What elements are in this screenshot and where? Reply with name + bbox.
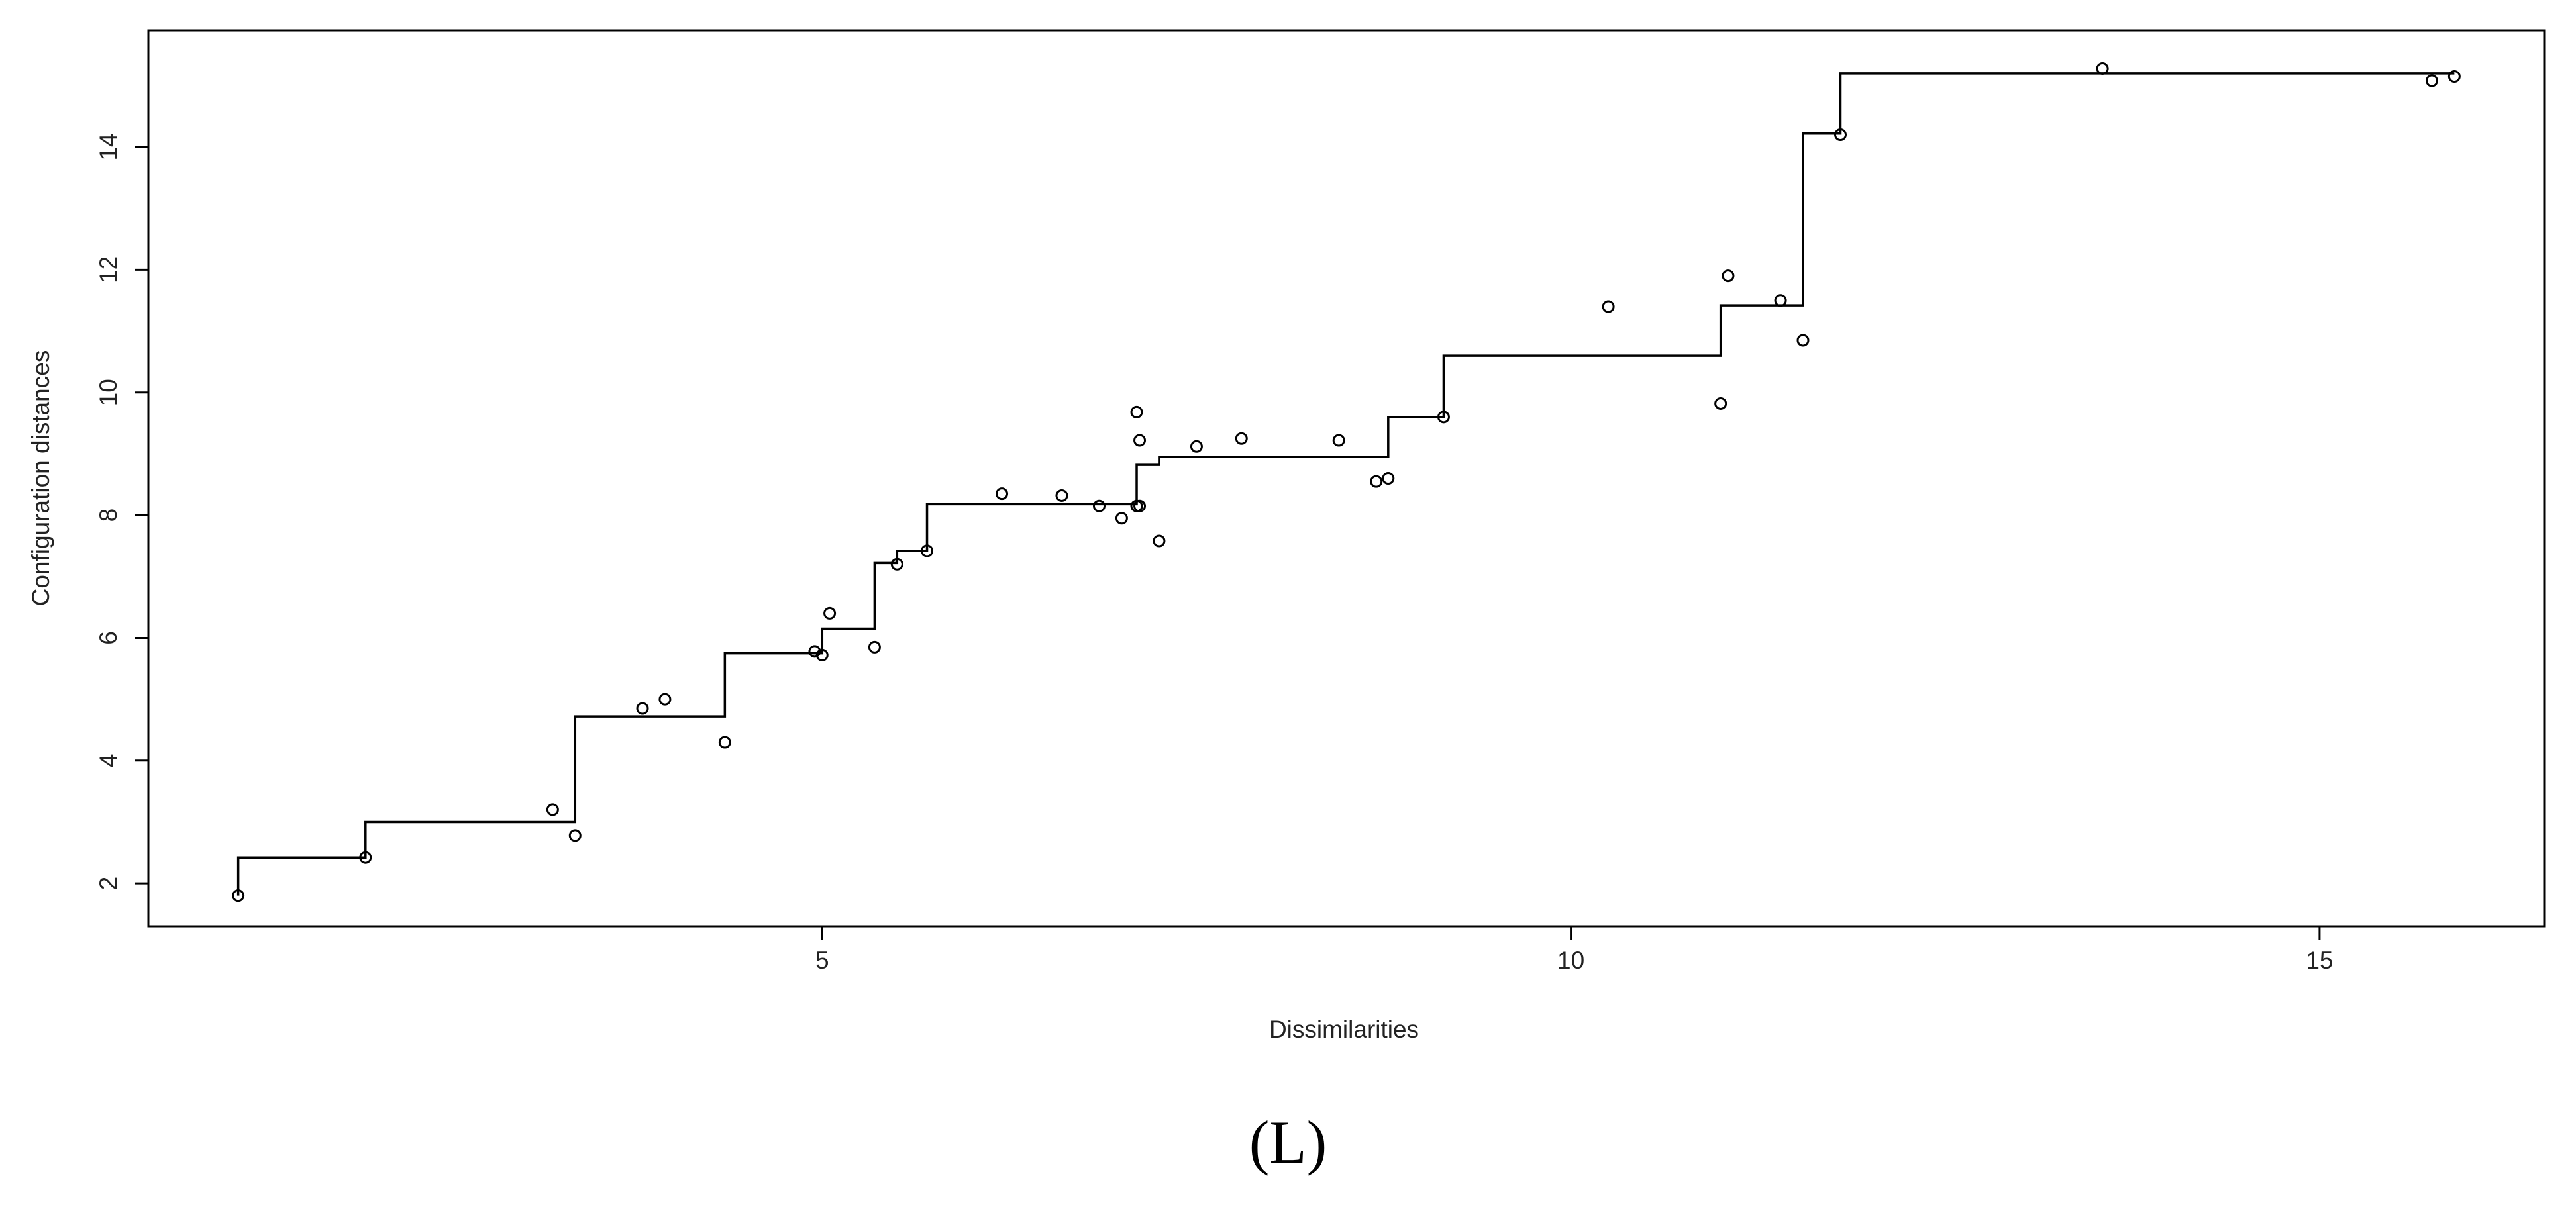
- data-point: [1796, 334, 1810, 347]
- data-point: [1332, 434, 1345, 447]
- y-axis-label: Configuration distances: [27, 350, 54, 606]
- data-point: [546, 803, 559, 816]
- data-point: [1437, 411, 1450, 424]
- data-point: [1153, 534, 1166, 548]
- data-point: [359, 851, 372, 864]
- data-point: [921, 544, 934, 557]
- y-tick-label: 12: [95, 256, 122, 283]
- x-axis-label: Dissimilarities: [1269, 1016, 1419, 1043]
- data-points: [232, 62, 2461, 902]
- data-point: [996, 487, 1009, 501]
- data-point: [1235, 432, 1248, 445]
- data-point: [1834, 128, 1847, 142]
- data-point: [868, 640, 881, 654]
- data-point: [1602, 300, 1615, 313]
- data-point: [1133, 499, 1147, 512]
- x-tick-label: 10: [1557, 947, 1584, 974]
- data-point: [1092, 499, 1106, 512]
- panel-caption: (L): [1249, 1108, 1327, 1176]
- data-point: [2096, 62, 2109, 75]
- y-tick-label: 4: [95, 753, 122, 767]
- data-point: [823, 606, 837, 620]
- data-point: [658, 693, 672, 706]
- x-tick-label: 5: [815, 947, 829, 974]
- x-axis: 5 10 15: [815, 926, 2333, 974]
- data-point: [2447, 70, 2461, 83]
- data-point: [568, 829, 582, 842]
- y-axis: 2 4 6 8 10 12 14: [95, 133, 148, 890]
- data-point: [815, 648, 829, 661]
- data-point: [2425, 74, 2438, 87]
- data-point: [1774, 294, 1787, 307]
- data-point: [1055, 489, 1068, 502]
- data-point: [808, 645, 821, 658]
- y-tick-label: 2: [95, 877, 122, 891]
- data-point: [1722, 269, 1735, 283]
- y-tick-label: 14: [95, 133, 122, 160]
- data-point: [232, 889, 245, 902]
- data-point: [718, 736, 731, 749]
- x-tick-label: 15: [2306, 947, 2333, 974]
- y-tick-label: 6: [95, 631, 122, 645]
- data-point: [1382, 472, 1395, 485]
- data-point: [1130, 405, 1143, 418]
- data-point: [1190, 440, 1203, 453]
- step-fit-line: [236, 72, 2455, 896]
- y-tick-label: 10: [95, 379, 122, 406]
- data-point: [1370, 475, 1383, 488]
- plot-frame: [147, 29, 2546, 928]
- data-point: [636, 702, 649, 715]
- data-point: [1133, 434, 1147, 447]
- data-point: [1115, 512, 1128, 525]
- data-point: [890, 557, 903, 571]
- data-point: [1714, 397, 1727, 410]
- y-tick-label: 8: [95, 509, 122, 522]
